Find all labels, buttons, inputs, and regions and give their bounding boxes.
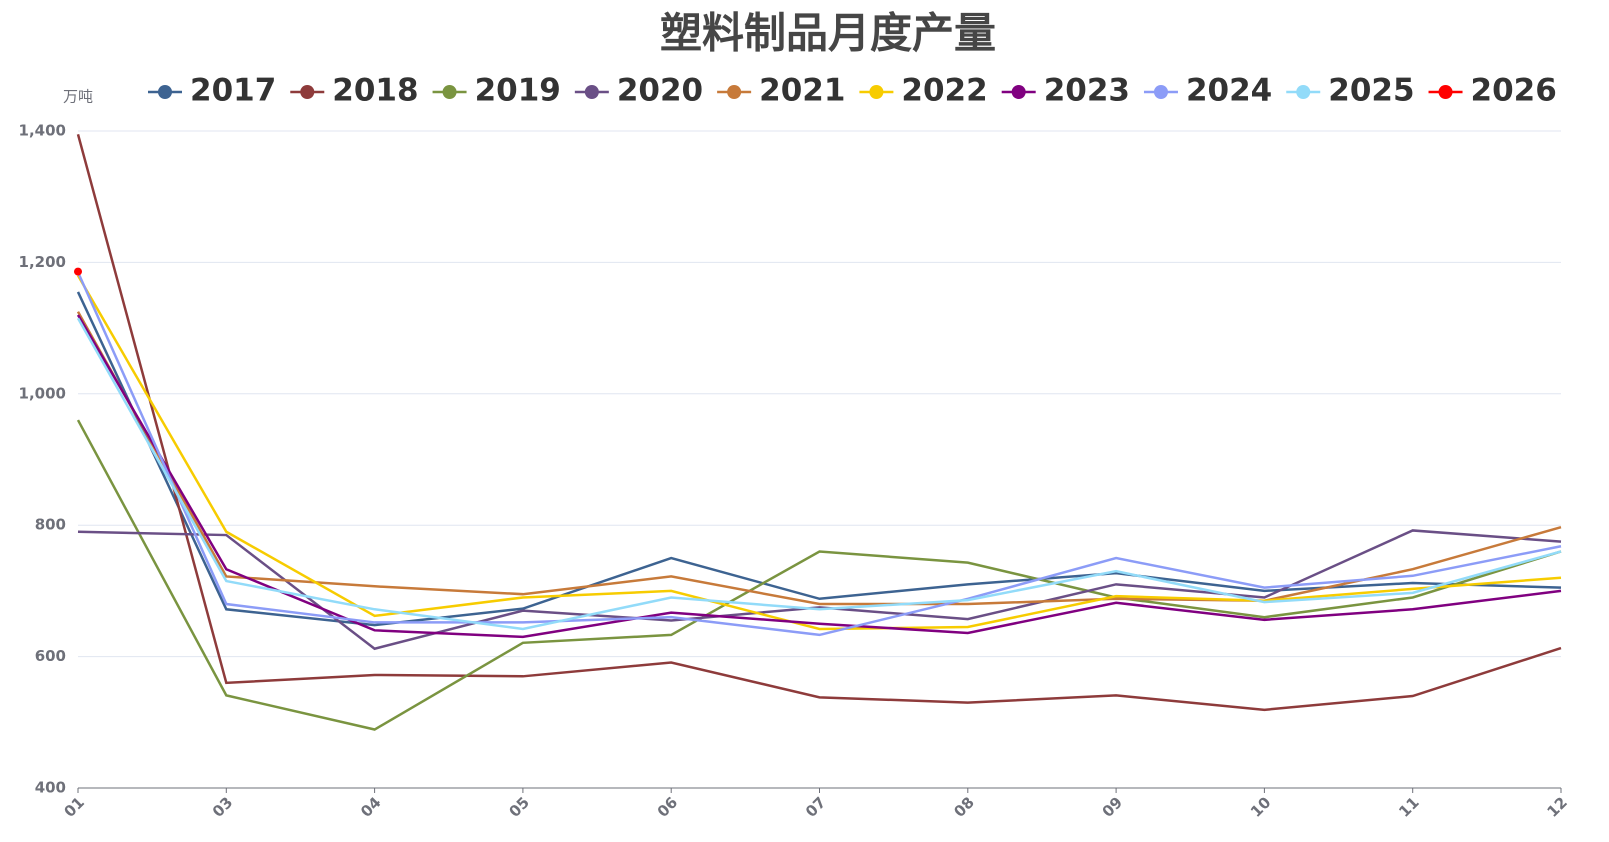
x-tick-label: 04 <box>357 793 384 820</box>
x-tick-label: 03 <box>209 793 236 820</box>
legend-label: 2024 <box>1186 73 1272 109</box>
x-tick-label: 08 <box>950 793 977 820</box>
legend-label: 2022 <box>901 73 987 109</box>
y-tick-label: 600 <box>35 647 66 665</box>
series-line <box>76 291 1562 627</box>
legend-label: 2018 <box>332 73 418 109</box>
legend-marker <box>584 85 599 99</box>
y-tick-label: 800 <box>35 516 66 534</box>
x-tick-label: 05 <box>505 793 532 820</box>
legend-label: 2026 <box>1471 73 1557 109</box>
series-point <box>74 267 82 276</box>
x-tick-label: 12 <box>1544 793 1571 820</box>
legend-marker <box>1011 85 1026 99</box>
x-tick-label: 09 <box>1099 793 1126 820</box>
series-line <box>76 311 1562 606</box>
legend-label: 2025 <box>1328 73 1414 109</box>
y-tick-label: 1,200 <box>19 253 66 271</box>
x-tick-label: 06 <box>654 793 681 820</box>
legend-label: 2017 <box>190 73 276 109</box>
series-line <box>76 271 1562 637</box>
legend-marker <box>869 85 884 99</box>
x-tick-label: 01 <box>61 793 88 820</box>
x-tick-label: 10 <box>1247 793 1274 820</box>
legend-marker <box>300 85 315 99</box>
series-line <box>77 529 1562 651</box>
legend-label: 2019 <box>475 73 561 109</box>
y-tick-label: 1,000 <box>19 384 66 402</box>
x-tick-label: 11 <box>1395 793 1422 820</box>
series-line <box>76 133 1562 712</box>
series-line <box>76 317 1562 631</box>
y-unit: 万吨 <box>63 88 93 106</box>
series-line <box>76 419 1562 731</box>
series-line <box>76 274 1562 631</box>
chart-title: 塑料制品月度产量 <box>660 9 996 58</box>
legend-marker <box>442 85 457 99</box>
legend-marker <box>1438 85 1453 99</box>
legend-label: 2021 <box>759 73 845 109</box>
y-tick-label: 400 <box>35 779 66 797</box>
legend-marker <box>1296 85 1311 99</box>
legend-marker <box>158 85 172 99</box>
legend-label: 2020 <box>617 73 703 109</box>
series-line <box>76 314 1562 639</box>
x-tick-label: 07 <box>802 793 829 820</box>
legend-label: 2023 <box>1044 73 1130 109</box>
legend-marker <box>727 85 742 99</box>
y-tick-label: 1,400 <box>19 122 66 140</box>
legend-marker <box>1153 85 1168 99</box>
